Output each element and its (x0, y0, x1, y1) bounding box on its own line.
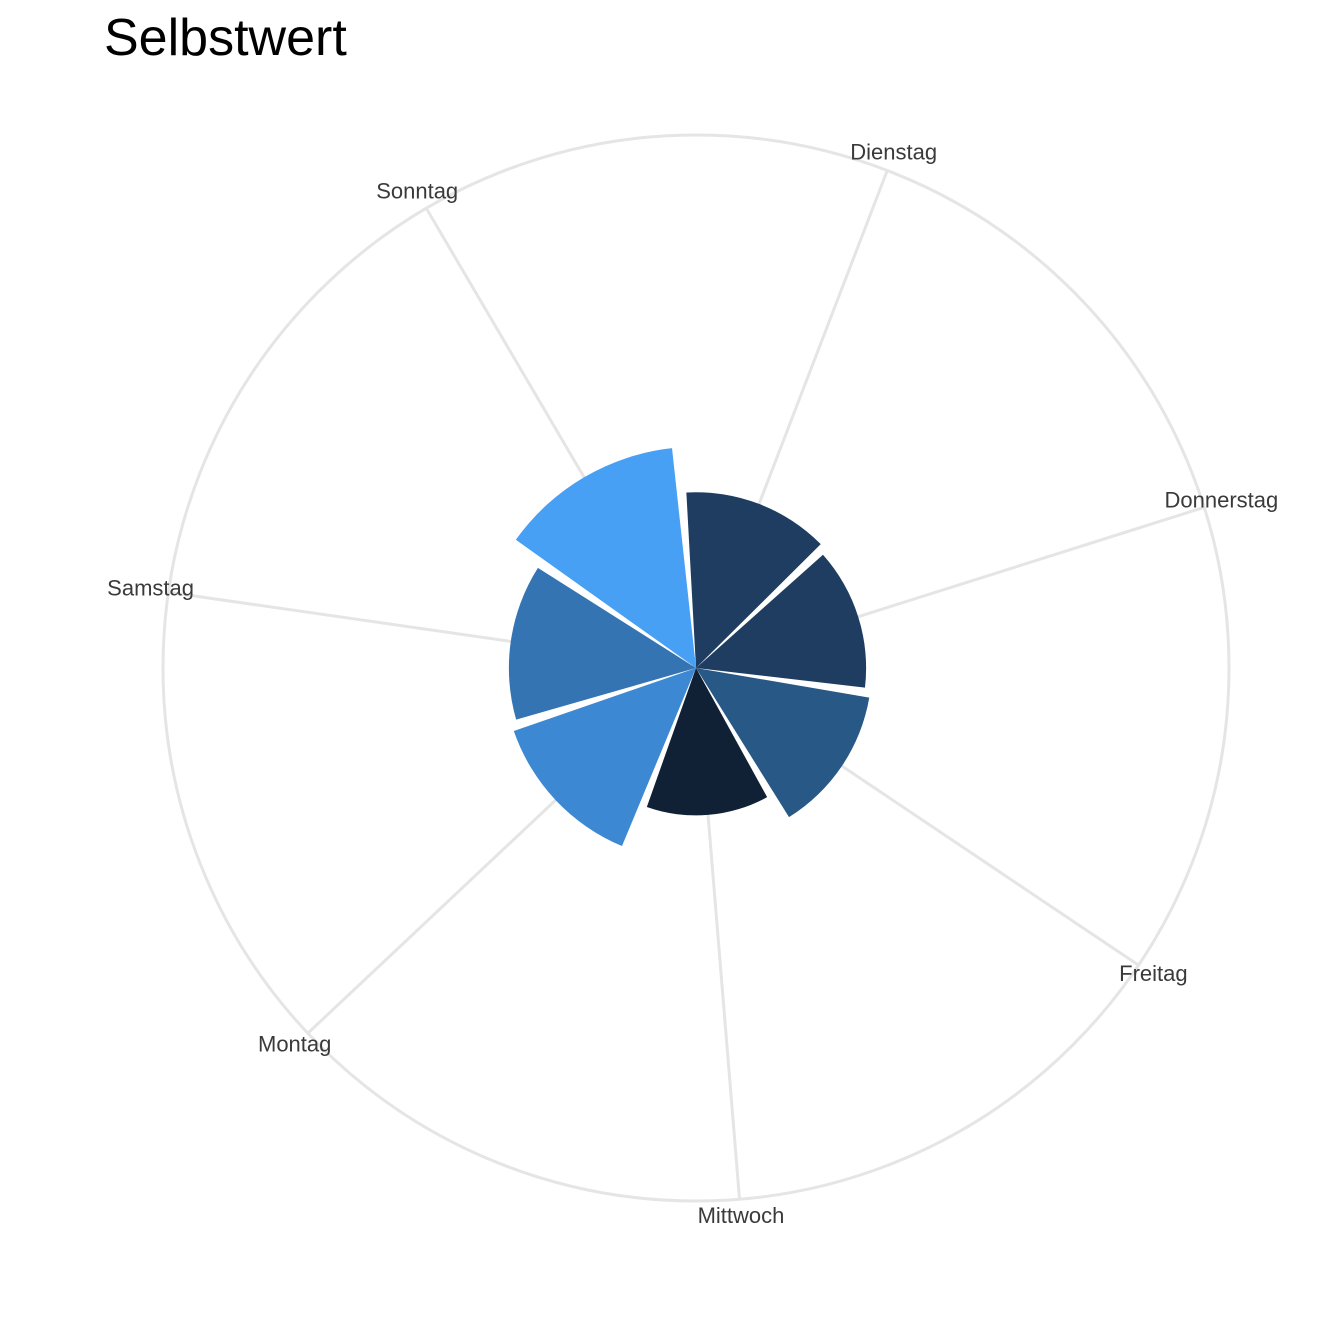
bars-layer (508, 448, 870, 847)
bar-montag (513, 668, 696, 847)
category-label-sonntag: Sonntag (376, 179, 458, 204)
category-label-montag: Montag (258, 1031, 331, 1056)
bar-mittwoch (646, 668, 768, 816)
bar-dienstag (686, 492, 821, 668)
labels-layer: Sonntag Dienstag Donnerstag Freitag Mittwoch… (107, 140, 1279, 1228)
grid-ring (161, 133, 1231, 1203)
chart-title: Selbstwert (104, 9, 347, 67)
category-label-freitag: Freitag (1119, 961, 1187, 986)
category-label-donnerstag: Donnerstag (1165, 488, 1279, 513)
bar-samstag (508, 567, 696, 720)
bar-freitag (696, 668, 870, 818)
bar-sonntag (515, 448, 696, 668)
category-label-mittwoch: Mittwoch (698, 1203, 785, 1228)
category-label-samstag: Samstag (107, 576, 194, 601)
category-label-dienstag: Dienstag (850, 140, 937, 165)
bar-donnerstag (696, 554, 867, 688)
